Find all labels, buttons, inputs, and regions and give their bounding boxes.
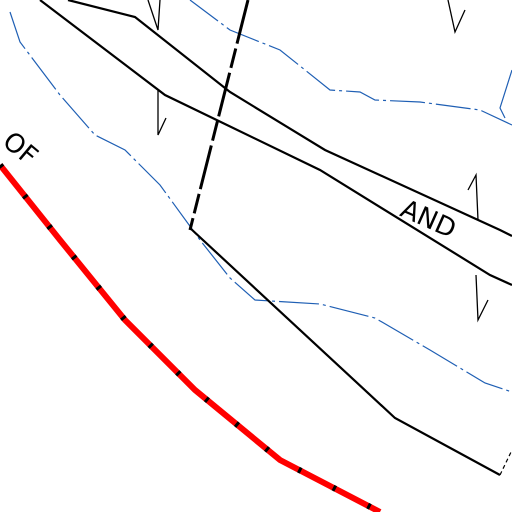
boundary [188,0,250,231]
tick [447,0,466,35]
road-edge [39,0,512,287]
streams [9,0,512,393]
ticks [147,0,489,323]
stream [499,69,512,119]
stream [189,0,512,126]
road-edge [67,0,512,237]
tick [467,172,479,221]
stream [9,11,512,393]
tick [475,274,489,323]
map-label: OF [0,126,43,172]
tick [157,90,167,136]
red-boundary-dashes [0,163,382,512]
road [499,449,512,476]
tick [147,0,161,31]
road [189,227,501,476]
roads [39,0,512,476]
red-boundary [0,163,382,512]
